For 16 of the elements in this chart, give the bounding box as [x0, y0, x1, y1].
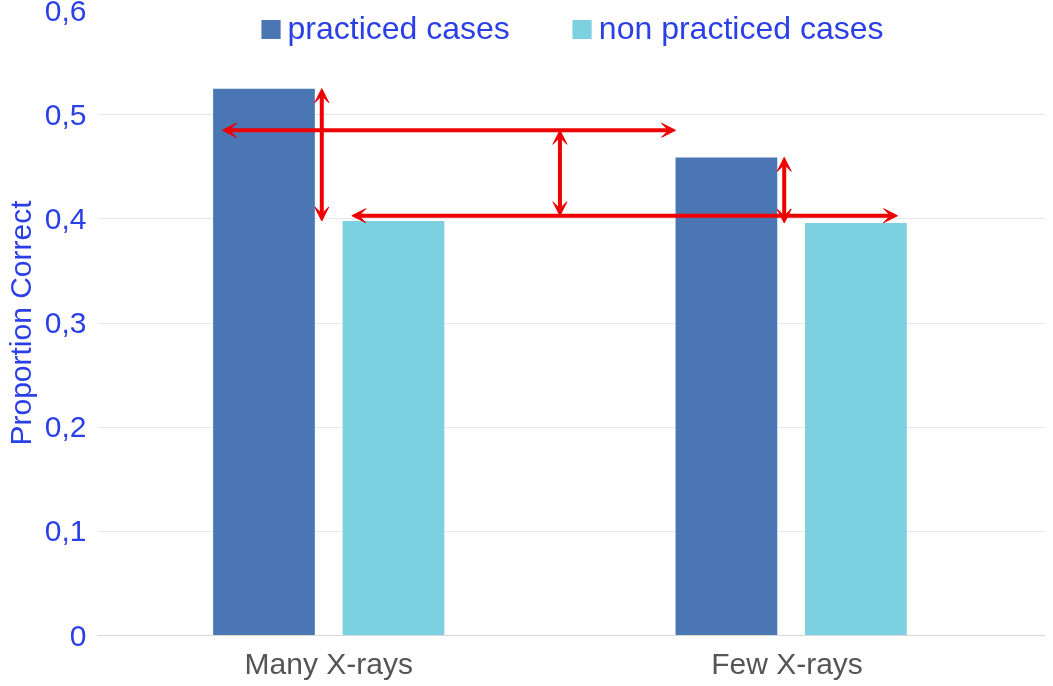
- y-axis-title: Proportion Correct: [3, 199, 37, 446]
- x-tick-label: Many X-rays: [244, 646, 413, 680]
- y-tick-label: 0,1: [44, 514, 87, 548]
- y-tick-label: 0,3: [44, 306, 87, 339]
- y-tick-label: 0,6: [44, 0, 87, 27]
- legend-label: practiced cases: [287, 10, 510, 47]
- y-tick-label: 0,2: [44, 410, 87, 444]
- bar: [675, 157, 778, 636]
- bar: [342, 220, 445, 636]
- bar: [213, 88, 315, 636]
- bar: [805, 223, 907, 636]
- y-tick-label: 0: [69, 618, 87, 652]
- y-tick-label: 0,5: [44, 97, 87, 131]
- x-tick-label: Few X-rays: [711, 646, 863, 680]
- legend-label: non practiced cases: [598, 10, 884, 47]
- y-tick-label: 0,4: [44, 201, 87, 235]
